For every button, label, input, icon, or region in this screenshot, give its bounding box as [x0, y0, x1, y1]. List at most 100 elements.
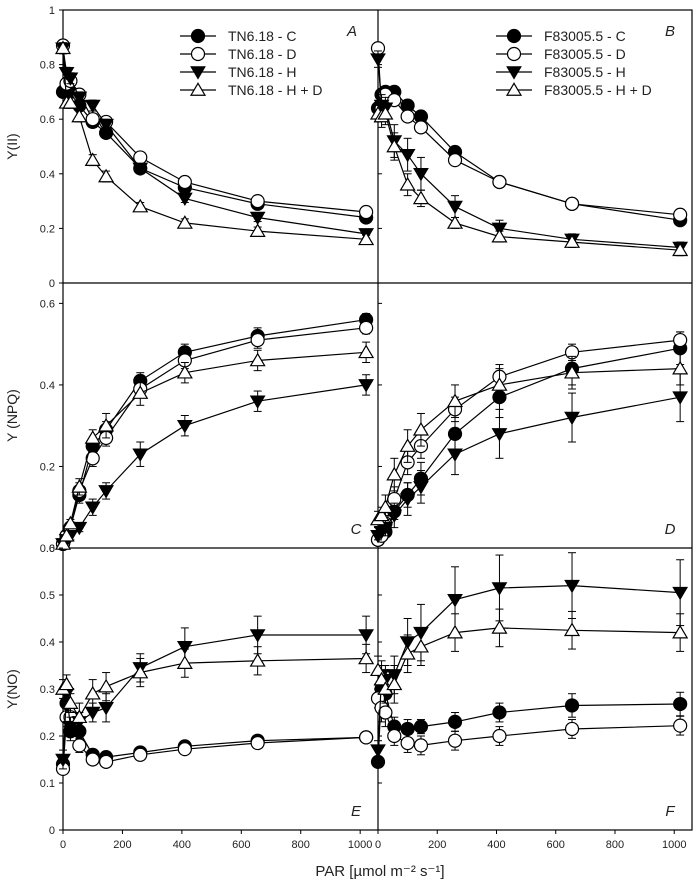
data-point: [62, 720, 79, 735]
x-tick-label: 0: [60, 839, 66, 851]
y-axis-label: Y(NO): [4, 669, 20, 709]
data-point: [132, 162, 149, 176]
data-point: [370, 53, 386, 67]
legend-label: TN6.18 - C: [228, 28, 296, 44]
panel-letter: E: [351, 803, 362, 820]
data-point: [358, 629, 374, 643]
panel-D: D: [369, 302, 689, 549]
series-4: [54, 643, 375, 732]
data-point: [62, 695, 79, 709]
data-point: [176, 419, 193, 434]
data-point: [386, 509, 403, 524]
panel-C: 0 0.2 0.4 0.6 Y (NPQ) C: [4, 298, 375, 555]
data-point: [359, 730, 374, 745]
data-point: [673, 332, 688, 348]
legend-label: F83005.5 - H + D: [544, 82, 652, 98]
x-axis-label: PAR [µmol m⁻² s⁻¹]: [315, 863, 444, 880]
series-2: [55, 707, 374, 777]
y-tick-label: 0.4: [40, 169, 55, 181]
legend-label: F83005.5 - D: [544, 46, 626, 62]
data-point: [413, 719, 429, 734]
legend-item: F83005.5 - C: [496, 28, 626, 44]
data-point: [386, 676, 403, 691]
panel-letter: A: [346, 23, 357, 40]
y-tick-label: 0.6: [40, 114, 55, 126]
data-point: [564, 698, 580, 713]
data-point: [413, 738, 429, 753]
data-point: [98, 678, 115, 693]
series-line: [62, 48, 367, 240]
data-point: [673, 207, 688, 222]
data-point: [249, 395, 266, 409]
data-point: [672, 360, 689, 375]
series-3: [55, 42, 374, 242]
data-point: [491, 377, 508, 391]
legend-item: TN6.18 - H: [180, 64, 296, 80]
y-tick-label: 0.6: [40, 298, 55, 310]
y-tick-label: 0: [49, 278, 55, 290]
data-point: [387, 728, 402, 744]
data-point: [673, 696, 688, 712]
panel-F: 0 200 400 600 800 1000 F: [369, 547, 689, 851]
legend-label: TN6.18 - D: [228, 46, 296, 62]
y-tick-label: 0.6: [40, 543, 55, 555]
panel-E: 0 0.1 0.2 0.3 0.4 0.5 0.6 Y(NO) 0 200 400 600 800 100…: [4, 543, 375, 851]
data-point: [85, 752, 100, 767]
data-point: [98, 485, 114, 499]
series-4: [369, 102, 689, 257]
legend-marker: [190, 66, 206, 80]
data-point: [249, 223, 266, 237]
panel-letter: F: [665, 803, 675, 820]
data-point: [98, 118, 114, 133]
y-tick-label: 0.3: [40, 684, 55, 696]
data-point: [358, 650, 375, 665]
y-tick-label: 0.4: [40, 637, 55, 649]
data-point: [447, 714, 463, 730]
legend-marker: [505, 82, 523, 96]
data-point: [446, 624, 464, 639]
data-point: [84, 706, 101, 721]
data-point: [54, 536, 72, 550]
y-tick-label: 0.2: [40, 731, 55, 743]
data-point: [564, 411, 580, 426]
data-point: [399, 645, 416, 660]
y-tick-label: 0: [49, 825, 55, 837]
legend-right: F83005.5 - C F83005.5 - D F83005.5 - H F830…: [496, 28, 652, 98]
data-point: [176, 640, 193, 655]
data-point: [62, 72, 79, 86]
data-point: [54, 40, 72, 55]
x-tick-label: 200: [428, 839, 446, 851]
data-point: [132, 448, 149, 462]
data-point: [62, 515, 79, 530]
data-point: [564, 721, 580, 737]
legend-marker: [189, 82, 207, 96]
panel-letter: C: [351, 521, 362, 538]
data-point: [71, 479, 88, 493]
data-point: [84, 430, 101, 444]
legend-marker: [190, 46, 206, 62]
data-point: [447, 200, 463, 215]
panel-B: B: [369, 9, 689, 284]
data-point: [250, 194, 265, 209]
x-tick-label: 400: [173, 839, 191, 851]
series-4: [369, 351, 689, 529]
y-axis-label: Y(II): [4, 133, 20, 159]
data-point: [84, 501, 101, 515]
data-point: [412, 190, 430, 205]
data-point: [84, 152, 101, 166]
series-1: [370, 331, 688, 547]
data-point: [447, 593, 463, 608]
series-line: [62, 384, 367, 545]
data-point: [492, 705, 507, 720]
data-point: [176, 364, 193, 379]
data-point: [672, 586, 689, 601]
data-point: [72, 738, 87, 753]
y-tick-label: 0.8: [40, 60, 55, 72]
data-point: [412, 421, 430, 436]
y-axis-label: Y (NPQ): [4, 389, 20, 442]
data-point: [62, 94, 79, 109]
data-point: [491, 428, 508, 442]
data-point: [132, 385, 149, 399]
data-point: [413, 168, 429, 182]
